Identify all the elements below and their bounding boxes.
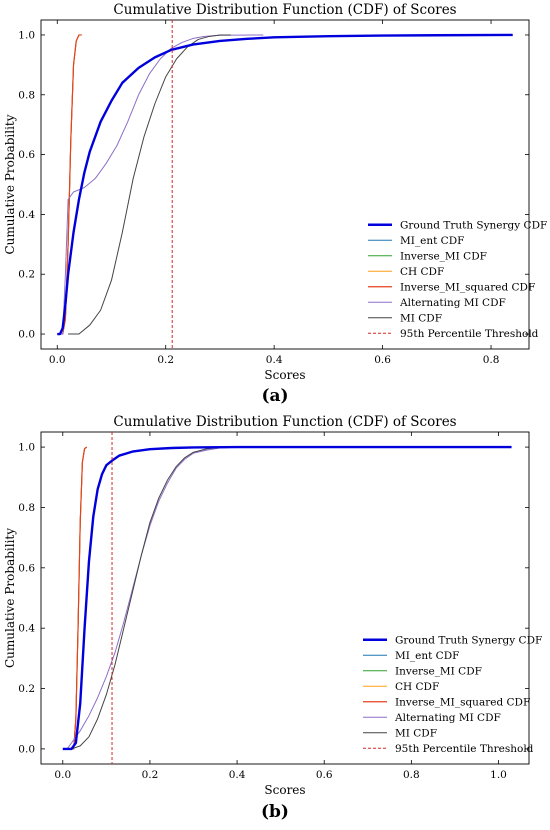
series-line-mi-ent-cdf — [59, 34, 82, 335]
x-tick-label: 0.8 — [403, 769, 420, 781]
cdf-chart-b: Cumulative Distribution Function (CDF) o… — [3, 414, 542, 797]
y-axis-label: Cumulative Probability — [3, 528, 17, 668]
x-tick-label: 0.2 — [142, 769, 159, 781]
chart-title: Cumulative Distribution Function (CDF) o… — [113, 414, 456, 430]
legend-label: Inverse_MI_squared CDF — [400, 282, 535, 294]
legend-label: Ground Truth Synergy CDF — [400, 220, 547, 232]
y-tick-label: 0.6 — [18, 562, 35, 574]
chart-title: Cumulative Distribution Function (CDF) o… — [113, 2, 456, 18]
y-tick-label: 0.4 — [18, 209, 35, 221]
legend: Ground Truth Synergy CDF MI_ent CDF Invers… — [363, 635, 542, 755]
y-tick-label: 0.2 — [18, 269, 35, 281]
series-line-alternating-mi-cdf — [62, 446, 238, 750]
cdf-chart-a: Cumulative Distribution Function (CDF) o… — [3, 2, 547, 382]
series-line-inverse-mi-cdf — [59, 34, 82, 335]
legend-label: CH CDF — [400, 266, 444, 278]
legend-label: Inverse_MI CDF — [395, 666, 482, 678]
plot-frame — [40, 19, 530, 350]
legend-label: Alternating MI CDF — [399, 297, 506, 309]
x-tick-label: 0.6 — [316, 769, 333, 781]
x-tick-label: 0.0 — [49, 354, 66, 366]
legend-label: MI CDF — [400, 313, 442, 325]
series-line-ch-cdf — [59, 34, 82, 335]
legend-label: CH CDF — [395, 681, 439, 693]
legend-label: Ground Truth Synergy CDF — [395, 635, 542, 647]
y-tick-label: 0.0 — [18, 329, 35, 341]
series-line-ground-truth-synergy-cdf — [57, 33, 513, 336]
legend: Ground Truth Synergy CDF MI_ent CDF Invers… — [368, 220, 547, 340]
figure-panel-b: Cumulative Distribution Function (CDF) o… — [0, 414, 550, 830]
y-tick-label: 0.4 — [18, 623, 35, 635]
panel-label-a: (a) — [261, 386, 289, 406]
series-line-mi-cdf — [68, 34, 231, 335]
x-tick-label: 0.2 — [157, 354, 174, 366]
x-tick-label: 0.8 — [483, 354, 500, 366]
legend-label: MI_ent CDF — [400, 235, 464, 247]
x-axis-label: Scores — [264, 783, 305, 797]
panel-label-b: (b) — [261, 802, 289, 822]
plot-frame — [40, 431, 530, 765]
y-tick-label: 1.0 — [18, 29, 35, 41]
series-line-ground-truth-synergy-cdf — [62, 445, 512, 751]
y-tick-label: 0.6 — [18, 149, 35, 161]
x-tick-label: 0.4 — [229, 769, 246, 781]
x-tick-label: 0.6 — [374, 354, 391, 366]
y-tick-label: 0.8 — [18, 502, 35, 514]
legend-label: Inverse_MI_squared CDF — [395, 697, 530, 709]
legend-label: 95th Percentile Threshold — [395, 743, 534, 755]
series-line-inverse-mi-squared-cdf — [59, 34, 82, 335]
y-tick-label: 0.8 — [18, 89, 35, 101]
legend-label: MI_ent CDF — [395, 650, 459, 662]
y-tick-label: 1.0 — [18, 442, 35, 454]
figure-panel-a: Cumulative Distribution Function (CDF) o… — [0, 0, 550, 414]
y-axis-label: Cumulative Probability — [3, 114, 17, 254]
x-tick-label: 1.0 — [490, 769, 507, 781]
x-tick-label: 0.0 — [54, 769, 71, 781]
legend-label: Alternating MI CDF — [394, 712, 501, 724]
x-axis-label: Scores — [264, 368, 305, 382]
legend-label: 95th Percentile Threshold — [400, 328, 539, 340]
y-tick-label: 0.0 — [18, 743, 35, 755]
series-line-mi-cdf — [71, 446, 238, 750]
y-tick-label: 0.2 — [18, 683, 35, 695]
legend-label: Inverse_MI CDF — [400, 251, 487, 263]
x-tick-label: 0.4 — [266, 354, 283, 366]
series-line-alternating-mi-cdf — [57, 34, 264, 335]
legend-label: MI CDF — [395, 728, 437, 740]
